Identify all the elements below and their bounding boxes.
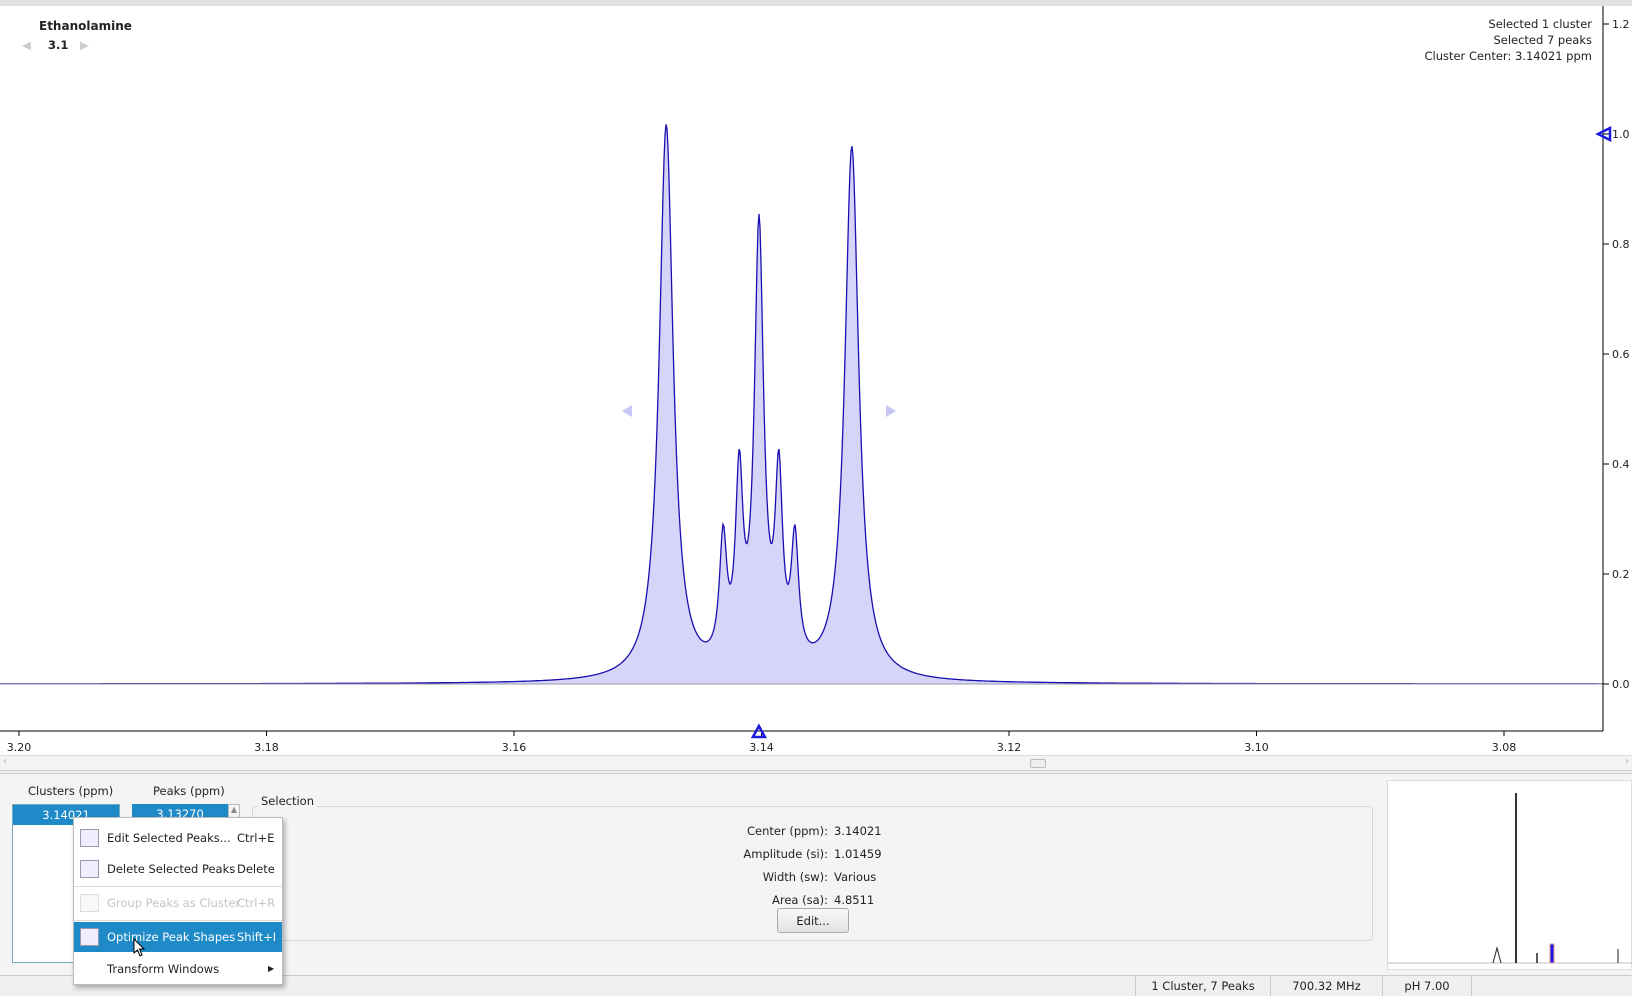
status-peaks: 1 Cluster, 7 Peaks xyxy=(1135,976,1270,996)
field-value: 4.8511 xyxy=(834,893,875,907)
context-menu: Edit Selected Peaks... Ctrl+E Delete Sele… xyxy=(73,817,283,985)
y-tick-label: 0.8 xyxy=(1612,238,1630,251)
selection-info: Selected 1 cluster Selected 7 peaks Clus… xyxy=(1424,16,1592,64)
info-peaks: Selected 7 peaks xyxy=(1493,33,1592,47)
spectrum-line xyxy=(0,124,1603,685)
status-bar: 1 Cluster, 7 Peaks 700.32 MHz pH 7.00 xyxy=(0,975,1632,996)
spectrum-svg[interactable]: 3.20 3.18 3.16 3.14 3.12 3.10 3.08 0.0 0.2 0.4 0.6… xyxy=(0,6,1632,755)
field-label: Center (ppm): xyxy=(746,824,828,838)
field-value: Various xyxy=(834,870,877,884)
optimize-gears-icon xyxy=(80,928,99,946)
menu-label: Optimize Peak Shapes xyxy=(107,930,236,944)
field-label: Area (sa): xyxy=(771,893,828,907)
next-cluster-arrow-icon[interactable]: ▶ xyxy=(80,38,89,52)
menu-label: Transform Windows xyxy=(107,962,220,976)
x-tick-label: 3.10 xyxy=(1244,741,1269,754)
group-peaks-icon xyxy=(80,894,99,912)
x-tick-label: 3.18 xyxy=(254,741,279,754)
info-clusters: Selected 1 cluster xyxy=(1488,17,1592,31)
y-tick-label: 0.4 xyxy=(1612,458,1630,471)
submenu-arrow-icon: ▶ xyxy=(268,964,275,973)
clusters-header: Clusters (ppm) xyxy=(28,784,114,798)
x-tick-label: 3.12 xyxy=(997,741,1022,754)
amplitude-marker-icon[interactable] xyxy=(1595,125,1612,143)
edit-button[interactable]: Edit... xyxy=(777,908,849,933)
cluster-nav-value: 3.1 xyxy=(48,38,69,52)
overview-spectrum[interactable] xyxy=(1387,780,1632,970)
delete-peaks-icon xyxy=(80,860,99,878)
menu-separator xyxy=(74,920,282,921)
window-right-handle-icon[interactable] xyxy=(886,405,896,417)
edit-peaks-icon xyxy=(80,829,99,847)
overview-peak xyxy=(1492,946,1502,964)
status-frequency: 700.32 MHz xyxy=(1270,976,1382,996)
y-tick-label: 0.2 xyxy=(1612,568,1630,581)
info-center: Cluster Center: 3.14021 ppm xyxy=(1424,49,1592,63)
field-value: 3.14021 xyxy=(834,824,882,838)
x-tick-label: 3.16 xyxy=(502,741,527,754)
spectrum-plot[interactable]: 3.20 3.18 3.16 3.14 3.12 3.10 3.08 0.0 0.2 0.4 0.6… xyxy=(0,0,1632,755)
x-tick-label: 3.20 xyxy=(7,741,32,754)
x-tick-label: 3.08 xyxy=(1492,741,1517,754)
cluster-center-marker-icon[interactable] xyxy=(750,723,768,739)
menu-item-optimize-peak-shapes[interactable]: Optimize Peak Shapes Shift+I xyxy=(74,922,282,952)
y-tick-label: 1.2 xyxy=(1612,18,1630,31)
menu-label: Edit Selected Peaks... xyxy=(107,831,231,845)
field-value: 1.01459 xyxy=(834,847,882,861)
x-tick-label: 3.14 xyxy=(749,741,774,754)
scroll-right-icon[interactable]: › xyxy=(1625,756,1629,767)
menu-shortcut: Shift+I xyxy=(237,930,277,944)
mouse-cursor-icon xyxy=(133,938,146,957)
field-label: Amplitude (si): xyxy=(743,847,828,861)
status-ph: pH 7.00 xyxy=(1382,976,1472,996)
menu-item-transform-windows[interactable]: Transform Windows ▶ xyxy=(74,954,282,984)
y-tick-label: 1.0 xyxy=(1612,128,1630,141)
field-label: Width (sw): xyxy=(762,870,828,884)
overview-svg[interactable] xyxy=(1388,781,1632,971)
overview-selected-region[interactable] xyxy=(1549,943,1555,964)
menu-separator xyxy=(74,886,282,887)
y-tick-label: 0.0 xyxy=(1612,678,1630,691)
menu-item-delete-selected-peaks[interactable]: Delete Selected Peaks Delete xyxy=(74,854,282,884)
menu-label: Group Peaks as Cluster xyxy=(107,896,241,910)
scroll-thumb[interactable] xyxy=(1030,759,1046,768)
menu-shortcut: Ctrl+E xyxy=(237,831,275,845)
scroll-up-icon[interactable]: ▲ xyxy=(228,804,240,818)
horizontal-scrollbar[interactable]: ‹ › xyxy=(0,755,1632,771)
scroll-left-icon[interactable]: ‹ xyxy=(3,756,7,767)
compound-name: Ethanolamine xyxy=(39,19,132,33)
menu-item-edit-selected-peaks[interactable]: Edit Selected Peaks... Ctrl+E xyxy=(74,823,282,853)
y-tick-label: 0.6 xyxy=(1612,348,1630,361)
menu-shortcut: Ctrl+R xyxy=(237,896,276,910)
menu-item-group-peaks: Group Peaks as Cluster Ctrl+R xyxy=(74,888,282,918)
menu-shortcut: Delete xyxy=(237,862,275,876)
selection-title: Selection xyxy=(258,794,317,808)
window-left-handle-icon[interactable] xyxy=(622,405,632,417)
menu-label: Delete Selected Peaks xyxy=(107,862,236,876)
spectrum-fill xyxy=(0,124,1603,684)
peaks-header: Peaks (ppm) xyxy=(153,784,225,798)
prev-cluster-arrow-icon[interactable]: ◀ xyxy=(22,38,31,52)
